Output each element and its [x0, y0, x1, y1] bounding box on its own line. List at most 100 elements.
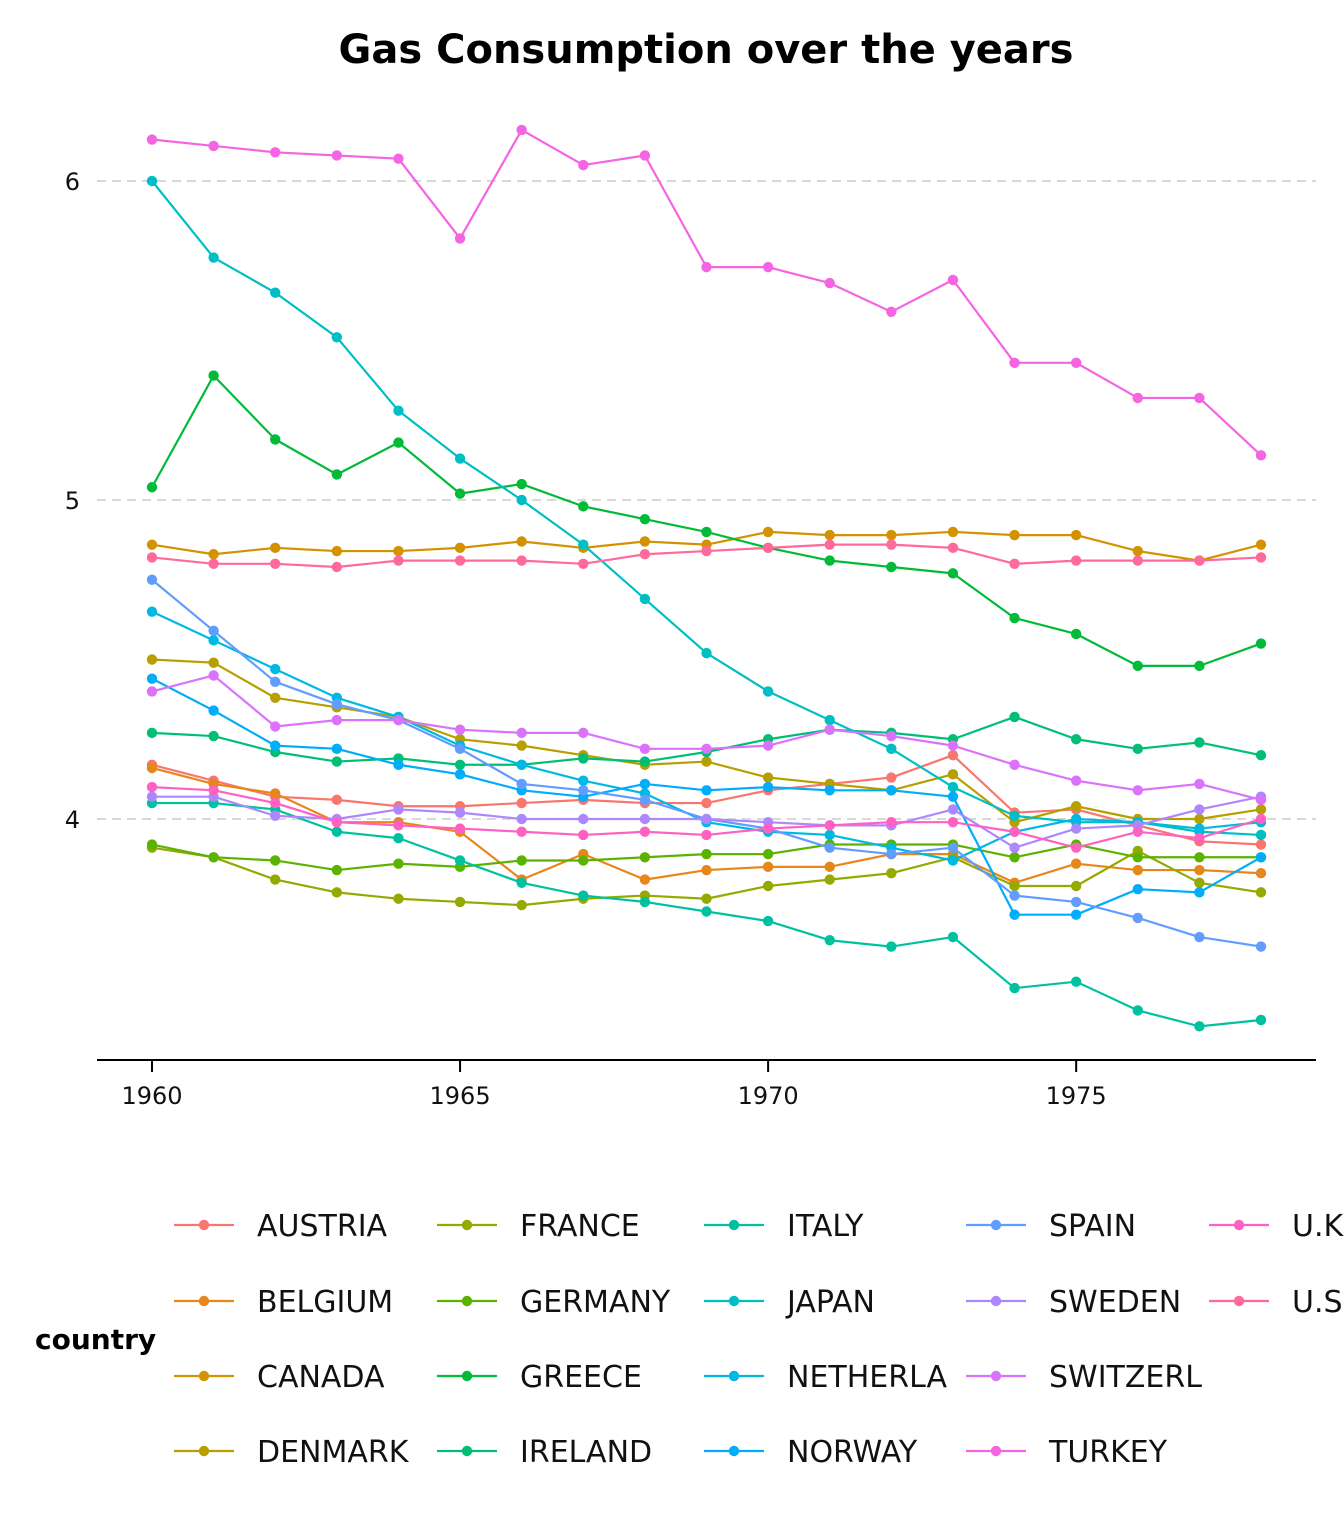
legend-label-germany: GERMANY: [520, 1285, 671, 1320]
data-point-ireland-1975: [1070, 734, 1082, 745]
data-point-japan-1968: [639, 593, 651, 605]
data-point-u-s-a-1967: [578, 558, 589, 569]
data-point-netherla-1977: [1194, 823, 1205, 834]
data-point-france-1962: [270, 874, 281, 885]
data-point-italy-1972: [886, 941, 897, 952]
data-point-spain-1973: [947, 842, 959, 853]
data-point-u-k-1961: [208, 785, 219, 796]
data-point-spain-1961: [208, 625, 219, 636]
x-tick-label-1960: 1960: [121, 1082, 182, 1110]
data-point-italy-1965: [454, 855, 466, 866]
data-point-norway-1962: [270, 740, 281, 751]
data-point-netherla-1967: [578, 775, 589, 786]
data-point-u-s-a-1972: [886, 539, 897, 550]
legend-key-point-u-s-a: [1233, 1295, 1245, 1307]
data-point-u-k-1972: [886, 816, 897, 828]
data-point-spain-1977: [1194, 931, 1205, 943]
data-point-canada-1971: [824, 529, 835, 541]
legend-label-belgium: BELGIUM: [257, 1285, 393, 1320]
legend-key-point-u-k: [1233, 1219, 1245, 1231]
legend-title: country: [35, 1323, 156, 1356]
data-point-denmark-1978: [1255, 804, 1267, 815]
data-point-italy-1969: [701, 906, 712, 917]
data-point-austria-1973: [947, 750, 959, 761]
data-point-germany-1964: [393, 858, 404, 869]
y-tick-label-4: 4: [65, 806, 80, 834]
data-point-germany-1961: [208, 852, 219, 863]
data-point-turkey-1977: [1194, 392, 1205, 404]
data-point-u-k-1977: [1194, 832, 1205, 844]
data-point-spain-1974: [1009, 890, 1020, 901]
data-point-greece-1967: [578, 501, 589, 512]
legend-item-denmark: DENMARK: [174, 1435, 410, 1470]
data-point-switzerl-1975: [1070, 775, 1082, 786]
series-japan: [146, 175, 1267, 841]
legend-item-norway: NORWAY: [704, 1435, 918, 1470]
data-point-italy-1977: [1194, 1021, 1205, 1032]
data-point-france-1970: [762, 880, 774, 892]
data-point-canada-1973: [947, 526, 959, 538]
data-point-denmark-1961: [208, 657, 219, 668]
data-point-u-s-a-1963: [331, 561, 343, 573]
legend-key-point-denmark: [198, 1445, 210, 1457]
data-point-france-1971: [824, 874, 835, 885]
legend-item-france: FRANCE: [437, 1209, 640, 1244]
data-point-norway-1974: [1009, 909, 1020, 920]
data-point-turkey-1971: [824, 277, 835, 289]
data-point-denmark-1966: [516, 740, 527, 751]
legend-label-italy: ITALY: [787, 1209, 864, 1244]
data-point-germany-1967: [578, 855, 589, 866]
data-point-u-s-a-1969: [701, 545, 712, 557]
data-point-ireland-1974: [1009, 711, 1020, 723]
data-point-japan-1970: [762, 686, 774, 697]
data-point-denmark-1977: [1194, 813, 1205, 825]
axes: 4 5 6 1960 1965 1970 1975: [65, 168, 1316, 1110]
legend-item-japan: JAPAN: [704, 1285, 875, 1320]
data-point-belgium-1978: [1255, 868, 1267, 879]
data-point-belgium-1969: [701, 864, 712, 876]
legend-key-point-japan: [728, 1295, 740, 1307]
data-point-canada-1966: [516, 536, 527, 547]
data-point-canada-1964: [393, 545, 404, 557]
data-point-norway-1972: [886, 785, 897, 796]
data-point-japan-1963: [331, 332, 343, 343]
data-point-greece-1968: [639, 513, 651, 525]
legend-label-u-s-a: U.S.A.: [1292, 1285, 1344, 1320]
data-point-japan-1960: [146, 175, 158, 187]
legend-item-belgium: BELGIUM: [174, 1285, 393, 1320]
legend-label-sweden: SWEDEN: [1049, 1285, 1181, 1320]
data-point-italy-1978: [1255, 1014, 1267, 1026]
legend-key-point-austria: [198, 1219, 210, 1231]
data-point-germany-1963: [331, 864, 343, 876]
data-point-ireland-1968: [639, 756, 651, 767]
data-point-turkey-1960: [146, 134, 158, 145]
data-point-sweden-1974: [1009, 842, 1020, 853]
data-point-turkey-1975: [1070, 357, 1082, 369]
data-point-switzerl-1972: [886, 730, 897, 742]
data-point-netherla-1973: [947, 855, 959, 866]
legend-item-u-k: U.K.: [1209, 1209, 1344, 1244]
data-point-turkey-1978: [1255, 450, 1267, 461]
data-point-sweden-1964: [393, 804, 404, 815]
data-point-belgium-1976: [1132, 864, 1143, 876]
legend-label-japan: JAPAN: [785, 1285, 875, 1320]
data-point-belgium-1971: [824, 861, 835, 873]
data-point-netherla-1971: [824, 829, 835, 841]
data-point-switzerl-1964: [393, 714, 404, 726]
data-point-netherla-1966: [516, 759, 527, 770]
data-point-switzerl-1971: [824, 724, 835, 735]
data-point-france-1963: [331, 887, 343, 898]
data-point-switzerl-1962: [270, 721, 281, 732]
data-point-austria-1963: [331, 794, 343, 806]
data-point-norway-1971: [824, 785, 835, 796]
data-point-greece-1972: [886, 561, 897, 573]
legend-key-point-belgium: [198, 1295, 210, 1307]
legend-label-greece: GREECE: [520, 1360, 642, 1395]
data-point-japan-1971: [824, 714, 835, 726]
data-point-u-k-1964: [393, 820, 404, 831]
data-point-greece-1974: [1009, 612, 1020, 624]
data-point-greece-1961: [208, 370, 219, 381]
data-point-u-s-a-1975: [1070, 555, 1082, 566]
series-italy: [146, 797, 1267, 1032]
data-point-sweden-1967: [578, 813, 589, 825]
